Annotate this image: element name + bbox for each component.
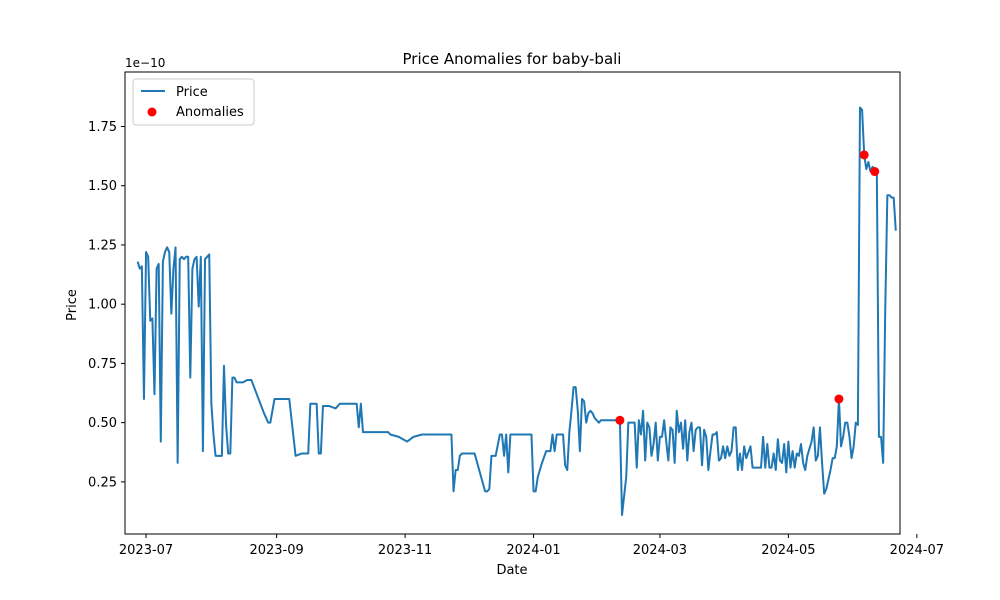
y-tick-label: 1.50 [88, 179, 117, 194]
price-series-line [136, 106, 897, 517]
anomaly-point [615, 415, 625, 425]
x-tick-label: 2024-05 [761, 543, 815, 558]
y-axis-label: Price [65, 289, 80, 321]
y-tick-label: 1.75 [88, 120, 117, 135]
legend: Price Anomalies [132, 78, 255, 126]
axes-frame [124, 71, 901, 535]
anomaly-point [859, 150, 869, 160]
x-axis: 2023-07 2023-09 2023-11 2024-01 2024-03 2024-… [119, 534, 944, 558]
x-tick-label: 2023-09 [249, 543, 303, 558]
anomaly-point [870, 167, 880, 177]
y-offset-label: 1e−10 [125, 56, 165, 70]
x-tick-label: 2024-03 [633, 543, 687, 558]
legend-anomaly-label: Anomalies [176, 105, 244, 120]
plot-area [136, 106, 897, 517]
legend-price-label: Price [176, 85, 208, 100]
x-axis-label: Date [496, 563, 527, 578]
y-tick-label: 0.75 [88, 357, 117, 372]
x-tick-label: 2024-07 [890, 543, 944, 558]
x-tick-label: 2024-01 [506, 543, 560, 558]
y-tick-label: 0.50 [88, 416, 117, 431]
y-axis: 0.25 0.50 0.75 1.00 1.25 1.50 1.75 [88, 120, 125, 490]
y-tick-label: 1.25 [88, 238, 117, 253]
y-tick-label: 0.25 [88, 475, 117, 490]
x-tick-label: 2023-11 [378, 543, 432, 558]
x-tick-label: 2023-07 [119, 543, 173, 558]
y-tick-label: 1.00 [88, 298, 117, 313]
legend-anomaly-marker [147, 107, 157, 117]
chart-title: Price Anomalies for baby-bali [403, 50, 622, 68]
anomaly-point [834, 394, 844, 404]
